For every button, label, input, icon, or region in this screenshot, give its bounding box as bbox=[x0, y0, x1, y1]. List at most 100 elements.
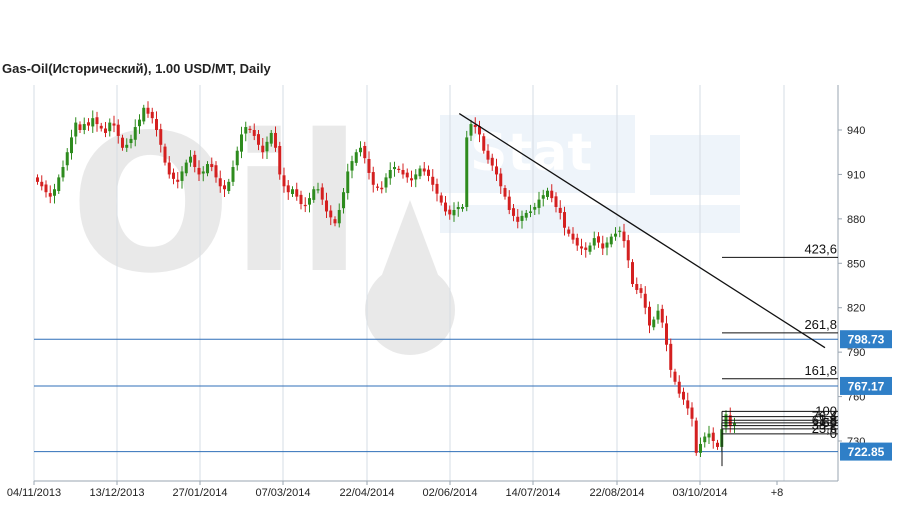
candle-body-23 bbox=[133, 127, 137, 140]
price-badges: 798.73 767.17 722.85 bbox=[840, 330, 892, 461]
candle-body-127 bbox=[575, 237, 579, 246]
candle-body-76 bbox=[359, 147, 362, 153]
candle-body-146 bbox=[656, 310, 660, 320]
candle-body-53 bbox=[261, 145, 265, 153]
candle-body-101 bbox=[465, 137, 469, 208]
price-badge-label-2: 722.85 bbox=[848, 445, 885, 459]
y-tick-label-0: 940 bbox=[847, 125, 865, 137]
x-tick-label-2: 27/01/2014 bbox=[172, 487, 227, 499]
grid-lines bbox=[33, 85, 839, 482]
candle-body-137 bbox=[618, 230, 622, 232]
candle-body-39 bbox=[201, 171, 205, 174]
fib-extension-label-2: 161,8 bbox=[804, 363, 837, 378]
candle-body-88 bbox=[410, 178, 413, 181]
candle-body-56 bbox=[274, 132, 277, 148]
candle-body-80 bbox=[376, 186, 379, 188]
candle-body-59 bbox=[286, 185, 290, 193]
candle-body-68 bbox=[325, 200, 328, 212]
candle-body-57 bbox=[278, 145, 282, 175]
candle-body-17 bbox=[108, 122, 112, 132]
candle-body-143 bbox=[643, 293, 647, 308]
candle-body-145 bbox=[652, 319, 656, 328]
candle-body-116 bbox=[529, 211, 532, 213]
candle-body-78 bbox=[367, 159, 371, 173]
candle-body-131 bbox=[592, 238, 596, 246]
y-tick-label-3: 850 bbox=[847, 258, 865, 270]
candle-body-32 bbox=[172, 172, 175, 179]
candle-body-67 bbox=[320, 187, 324, 200]
candle-body-108 bbox=[495, 166, 498, 175]
candle-body-139 bbox=[626, 240, 630, 261]
candle-body-90 bbox=[418, 168, 422, 177]
fib-level-label-2: 61,8 bbox=[812, 412, 837, 427]
candle-body-120 bbox=[546, 190, 549, 197]
candle-body-22 bbox=[129, 138, 133, 144]
trendline[interactable] bbox=[458, 112, 826, 349]
candle-body-117 bbox=[533, 207, 537, 210]
candle-body-10 bbox=[78, 124, 82, 130]
candle-body-144 bbox=[648, 306, 651, 326]
candle-body-75 bbox=[354, 152, 358, 163]
candle-body-12 bbox=[87, 122, 90, 126]
candle-body-74 bbox=[350, 161, 354, 171]
candle-body-14 bbox=[95, 117, 99, 125]
candle-body-105 bbox=[482, 136, 486, 151]
candle-body-27 bbox=[150, 111, 154, 119]
candle-body-11 bbox=[82, 124, 86, 130]
candle-body-128 bbox=[580, 246, 583, 249]
candle-body-38 bbox=[197, 167, 201, 175]
oilstat-watermark: Oil Stat bbox=[70, 94, 740, 355]
candle-body-55 bbox=[269, 132, 273, 144]
candle-body-104 bbox=[478, 126, 481, 135]
candle-body-70 bbox=[333, 219, 337, 224]
candle-body-134 bbox=[605, 242, 609, 248]
candle-body-133 bbox=[601, 243, 605, 249]
candle-body-110 bbox=[503, 188, 507, 197]
candle-body-103 bbox=[473, 124, 477, 128]
candle-body-81 bbox=[380, 187, 384, 190]
candle-body-35 bbox=[184, 162, 188, 174]
candle-body-160 bbox=[716, 442, 719, 447]
candle-body-33 bbox=[176, 179, 180, 182]
x-tick-label-0: 04/11/2013 bbox=[7, 487, 61, 499]
candle-body-52 bbox=[257, 134, 260, 145]
x-tick-label-5: 02/06/2014 bbox=[422, 487, 477, 499]
price-badge-label-0: 798.73 bbox=[848, 333, 885, 347]
candle-body-61 bbox=[295, 189, 299, 197]
candle-body-121 bbox=[550, 190, 554, 199]
candle-body-31 bbox=[167, 162, 171, 175]
candle-body-153 bbox=[686, 400, 690, 409]
candle-body-89 bbox=[414, 174, 418, 180]
candle-body-93 bbox=[431, 176, 435, 185]
candle-body-42 bbox=[214, 165, 218, 178]
candle-body-129 bbox=[584, 247, 588, 250]
candle-body-98 bbox=[452, 209, 456, 216]
candle-body-77 bbox=[363, 145, 367, 159]
candle-body-92 bbox=[427, 169, 430, 176]
candle-body-28 bbox=[155, 119, 158, 130]
candle-body-149 bbox=[669, 343, 673, 370]
candle-body-0 bbox=[36, 177, 39, 182]
candle-body-86 bbox=[401, 169, 405, 175]
candle-body-126 bbox=[571, 233, 575, 240]
candle-body-4 bbox=[53, 189, 56, 196]
candle-body-130 bbox=[588, 245, 592, 252]
candle-body-95 bbox=[439, 195, 443, 203]
candle-body-5 bbox=[57, 177, 61, 192]
candle-body-107 bbox=[490, 157, 494, 166]
candle-body-18 bbox=[112, 123, 116, 126]
candle-body-66 bbox=[316, 189, 320, 191]
price-badge-1 bbox=[840, 376, 892, 395]
x-tick-label-4: 22/04/2014 bbox=[339, 487, 394, 499]
candle-body-164 bbox=[733, 423, 736, 426]
candle-body-156 bbox=[699, 443, 702, 453]
candle-body-72 bbox=[342, 192, 345, 209]
candle-body-65 bbox=[312, 189, 316, 200]
candle-body-87 bbox=[405, 172, 409, 178]
candle-body-155 bbox=[694, 420, 698, 453]
candle-body-114 bbox=[520, 215, 524, 221]
candle-body-48 bbox=[240, 134, 243, 152]
candle-body-136 bbox=[614, 233, 617, 237]
